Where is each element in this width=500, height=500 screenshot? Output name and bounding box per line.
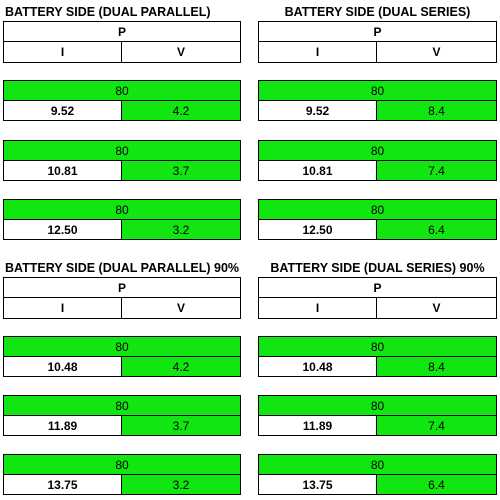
header-i: I: [3, 297, 122, 319]
header-p: P: [3, 21, 241, 42]
power-cell: 80: [258, 80, 497, 101]
current-cell: 10.81: [3, 160, 122, 181]
header-v: V: [121, 41, 241, 63]
voltage-cell: 3.7: [121, 160, 241, 181]
voltage-cell: 8.4: [376, 356, 497, 377]
power-cell: 80: [3, 395, 241, 416]
header-p: P: [258, 277, 497, 298]
panel-title: BATTERY SIDE (DUAL SERIES) 90%: [270, 260, 485, 275]
power-cell: 80: [3, 80, 241, 101]
voltage-cell: 8.4: [376, 100, 497, 121]
header-i: I: [258, 41, 377, 63]
panel-title: BATTERY SIDE (DUAL PARALLEL): [5, 5, 211, 19]
current-cell: 12.50: [3, 219, 122, 240]
current-cell: 10.48: [3, 356, 122, 377]
current-cell: 13.75: [3, 474, 122, 495]
voltage-cell: 6.4: [376, 219, 497, 240]
power-cell: 80: [3, 336, 241, 357]
current-cell: 10.81: [258, 160, 377, 181]
current-cell: 9.52: [3, 100, 122, 121]
current-cell: 9.52: [258, 100, 377, 121]
power-cell: 80: [258, 140, 497, 161]
voltage-cell: 7.4: [376, 415, 497, 436]
power-cell: 80: [3, 454, 241, 475]
power-cell: 80: [258, 199, 497, 220]
voltage-cell: 7.4: [376, 160, 497, 181]
voltage-cell: 4.2: [121, 356, 241, 377]
current-cell: 11.89: [3, 415, 122, 436]
current-cell: 11.89: [258, 415, 377, 436]
power-cell: 80: [258, 395, 497, 416]
power-cell: 80: [3, 140, 241, 161]
header-i: I: [3, 41, 122, 63]
power-cell: 80: [258, 454, 497, 475]
power-cell: 80: [3, 199, 241, 220]
voltage-cell: 3.2: [121, 219, 241, 240]
voltage-cell: 4.2: [121, 100, 241, 121]
panel-title: BATTERY SIDE (DUAL PARALLEL) 90%: [5, 260, 240, 275]
voltage-cell: 6.4: [376, 474, 497, 495]
voltage-cell: 3.7: [121, 415, 241, 436]
header-v: V: [121, 297, 241, 319]
panel-title: BATTERY SIDE (DUAL SERIES): [284, 5, 471, 19]
header-p: P: [258, 21, 497, 42]
header-i: I: [258, 297, 377, 319]
header-v: V: [376, 297, 497, 319]
current-cell: 10.48: [258, 356, 377, 377]
voltage-cell: 3.2: [121, 474, 241, 495]
current-cell: 12.50: [258, 219, 377, 240]
power-cell: 80: [258, 336, 497, 357]
header-p: P: [3, 277, 241, 298]
header-v: V: [376, 41, 497, 63]
current-cell: 13.75: [258, 474, 377, 495]
